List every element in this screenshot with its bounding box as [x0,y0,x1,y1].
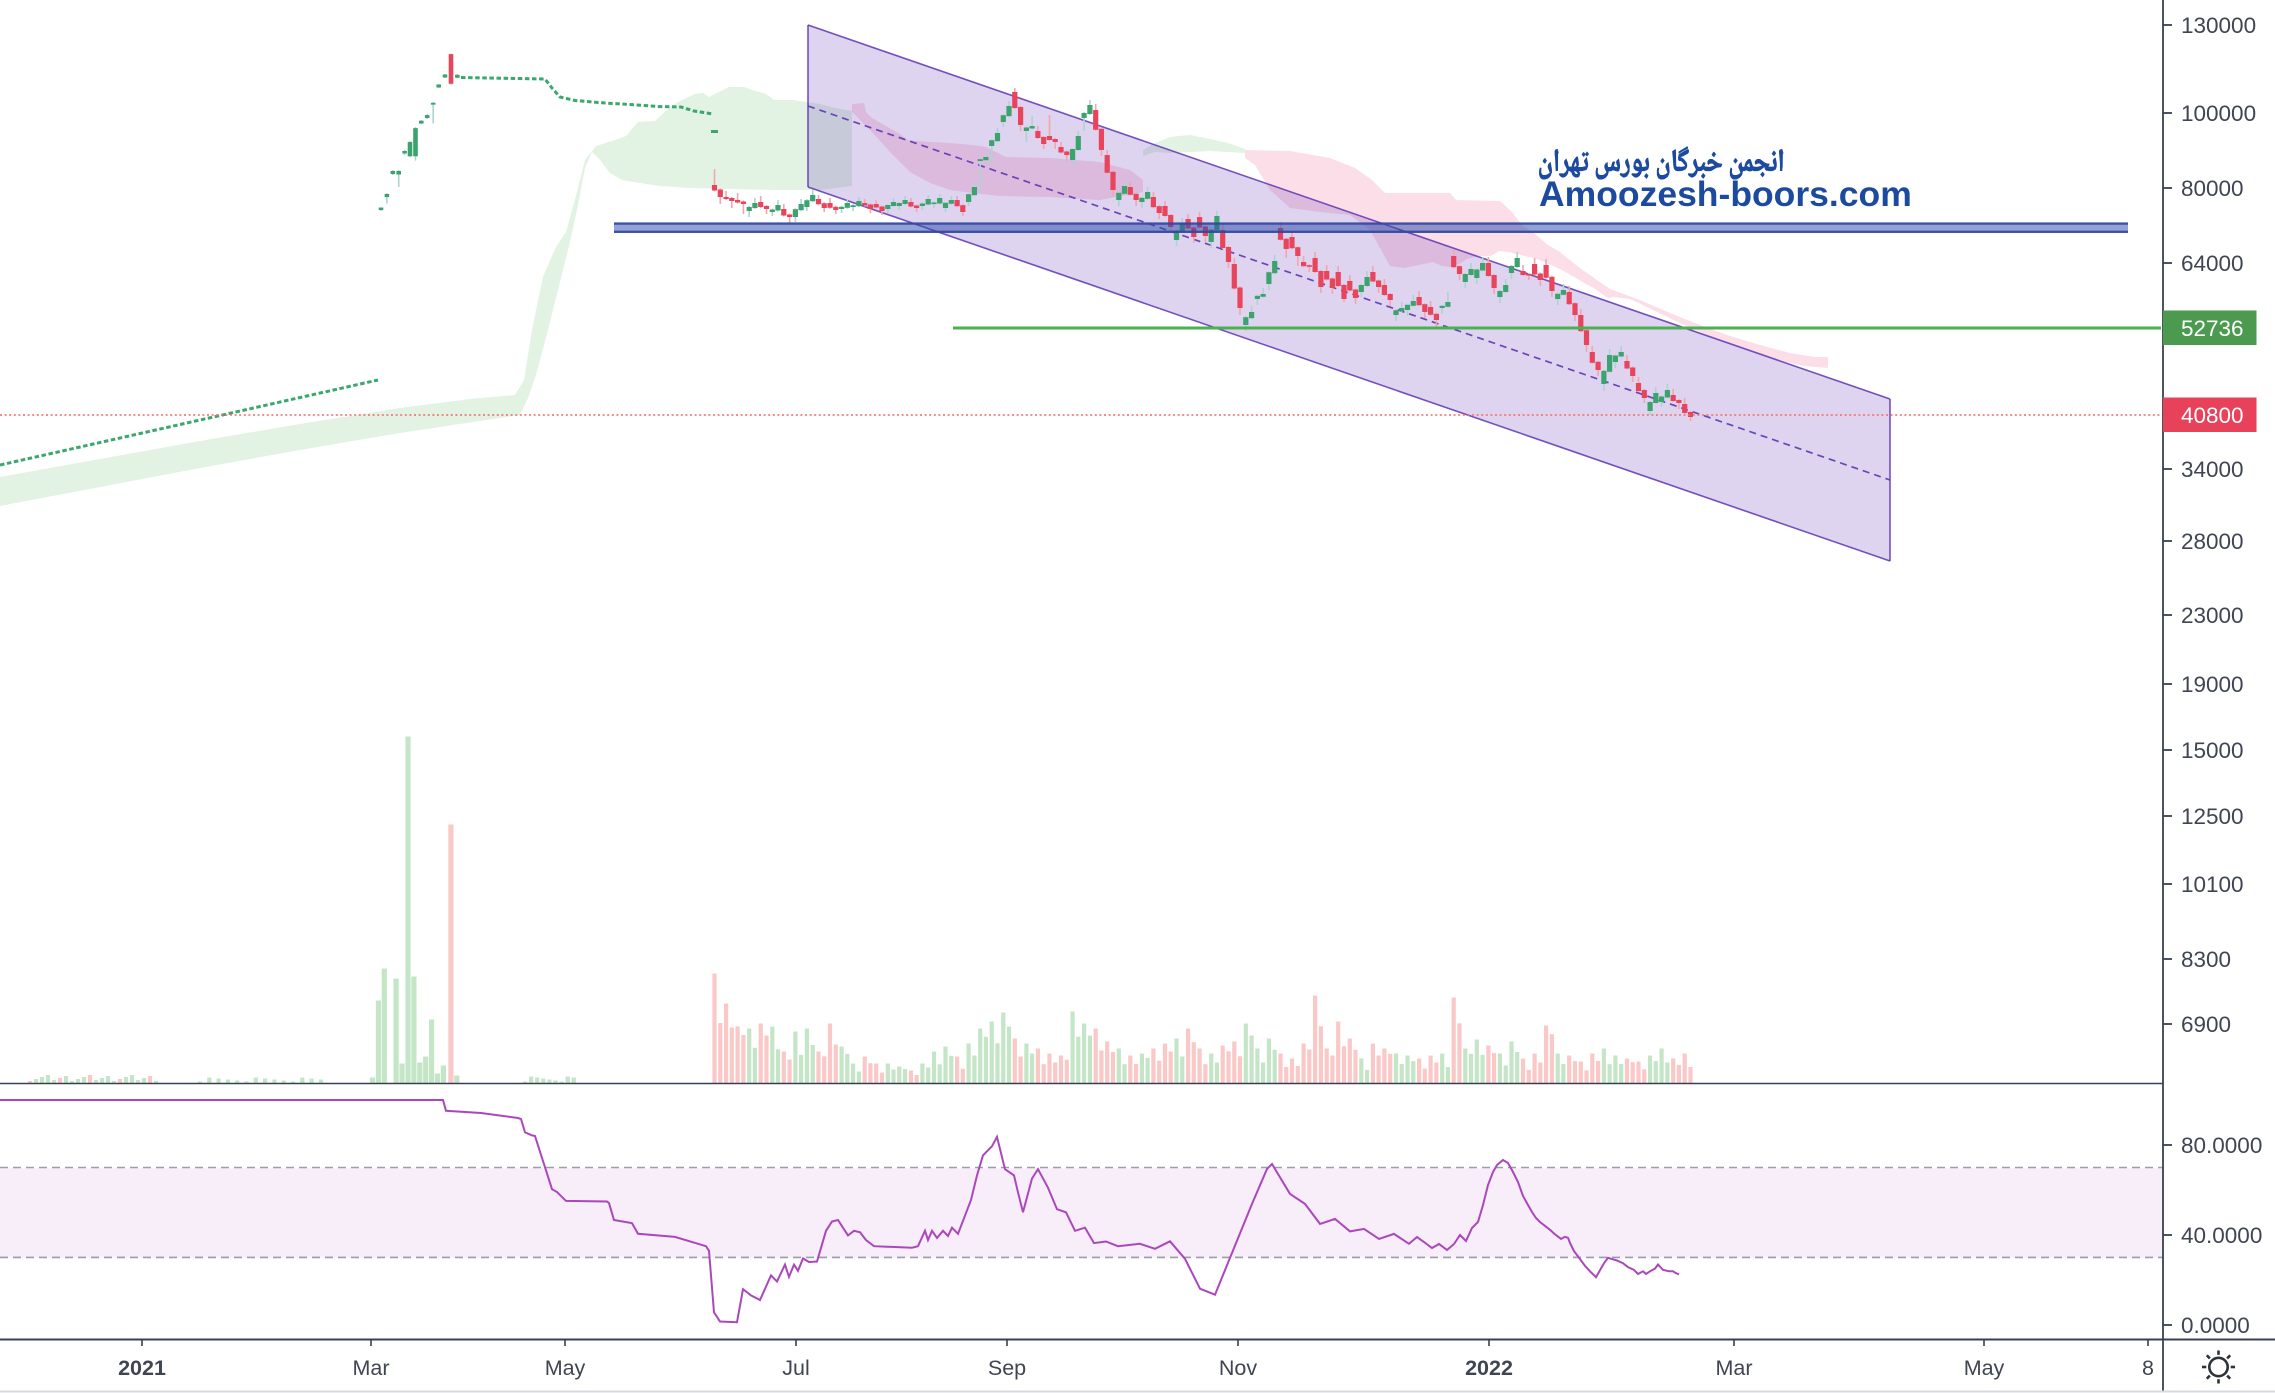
svg-text:May: May [1964,1356,2005,1380]
svg-text:12500: 12500 [2181,804,2244,829]
svg-text:8: 8 [2142,1356,2154,1380]
svg-text:100000: 100000 [2181,101,2256,126]
svg-text:Mar: Mar [1715,1356,1752,1380]
svg-text:Jul: Jul [782,1356,809,1380]
svg-text:Mar: Mar [352,1356,389,1380]
svg-text:64000: 64000 [2181,251,2244,276]
svg-text:6900: 6900 [2181,1012,2231,1037]
svg-text:52736: 52736 [2181,316,2244,341]
svg-text:15000: 15000 [2181,738,2244,763]
svg-text:Sep: Sep [988,1356,1026,1380]
svg-text:28000: 28000 [2181,529,2244,554]
svg-text:2021: 2021 [118,1356,166,1380]
svg-text:40.0000: 40.0000 [2181,1223,2262,1248]
svg-text:0.0000: 0.0000 [2181,1313,2250,1338]
svg-text:80.0000: 80.0000 [2181,1133,2262,1158]
svg-text:May: May [545,1356,586,1380]
svg-text:Amoozesh-boors.com: Amoozesh-boors.com [1539,174,1912,214]
svg-text:10100: 10100 [2181,872,2244,897]
svg-text:Nov: Nov [1219,1356,1257,1380]
svg-text:80000: 80000 [2181,176,2244,201]
svg-text:34000: 34000 [2181,457,2244,482]
svg-text:19000: 19000 [2181,672,2244,697]
svg-text:2022: 2022 [1465,1356,1513,1380]
svg-text:130000: 130000 [2181,13,2256,38]
svg-text:40800: 40800 [2181,403,2244,428]
svg-text:23000: 23000 [2181,603,2244,628]
svg-text:8300: 8300 [2181,947,2231,972]
